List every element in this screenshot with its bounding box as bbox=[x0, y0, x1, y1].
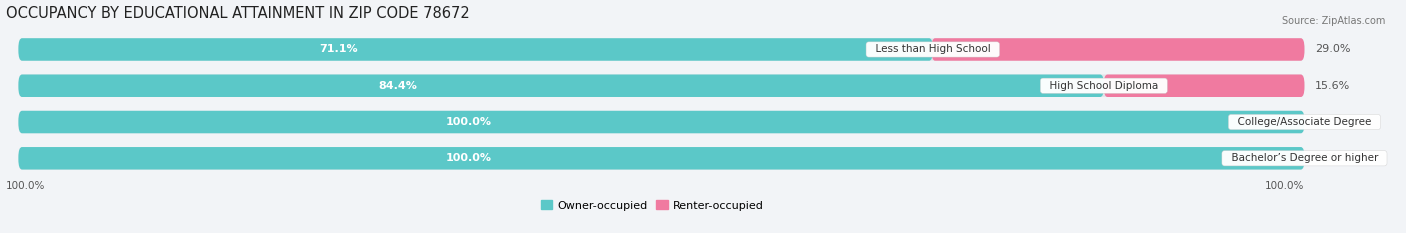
Text: 100.0%: 100.0% bbox=[446, 117, 492, 127]
Text: College/Associate Degree: College/Associate Degree bbox=[1232, 117, 1378, 127]
Text: 29.0%: 29.0% bbox=[1315, 45, 1350, 55]
Text: 100.0%: 100.0% bbox=[6, 181, 45, 191]
Text: OCCUPANCY BY EDUCATIONAL ATTAINMENT IN ZIP CODE 78672: OCCUPANCY BY EDUCATIONAL ATTAINMENT IN Z… bbox=[6, 6, 470, 21]
FancyBboxPatch shape bbox=[932, 38, 1305, 61]
Text: 84.4%: 84.4% bbox=[378, 81, 418, 91]
Text: 15.6%: 15.6% bbox=[1315, 81, 1350, 91]
FancyBboxPatch shape bbox=[18, 111, 1305, 133]
FancyBboxPatch shape bbox=[18, 75, 1305, 97]
Text: Bachelor’s Degree or higher: Bachelor’s Degree or higher bbox=[1225, 153, 1385, 163]
Text: 100.0%: 100.0% bbox=[1265, 181, 1305, 191]
Text: 0.0%: 0.0% bbox=[1315, 117, 1343, 127]
FancyBboxPatch shape bbox=[18, 147, 1305, 170]
Text: Source: ZipAtlas.com: Source: ZipAtlas.com bbox=[1281, 16, 1385, 26]
Text: 0.0%: 0.0% bbox=[1315, 153, 1343, 163]
FancyBboxPatch shape bbox=[18, 147, 1305, 170]
Legend: Owner-occupied, Renter-occupied: Owner-occupied, Renter-occupied bbox=[541, 200, 763, 211]
FancyBboxPatch shape bbox=[1104, 75, 1305, 97]
Text: High School Diploma: High School Diploma bbox=[1043, 81, 1164, 91]
Text: 71.1%: 71.1% bbox=[319, 45, 357, 55]
Text: 100.0%: 100.0% bbox=[446, 153, 492, 163]
FancyBboxPatch shape bbox=[18, 111, 1305, 133]
FancyBboxPatch shape bbox=[18, 38, 1305, 61]
FancyBboxPatch shape bbox=[18, 75, 1104, 97]
FancyBboxPatch shape bbox=[18, 38, 932, 61]
Text: Less than High School: Less than High School bbox=[869, 45, 997, 55]
